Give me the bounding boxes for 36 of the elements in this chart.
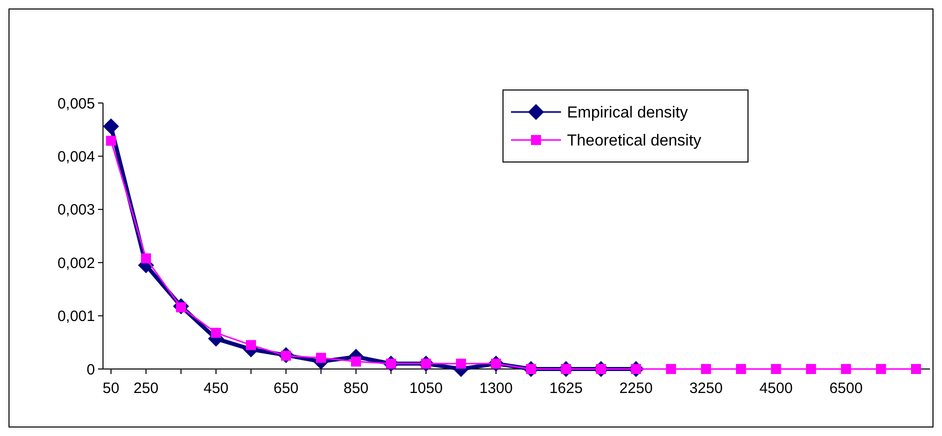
point — [701, 364, 711, 374]
point — [351, 356, 361, 367]
x-tick-label: 2250 — [619, 380, 653, 397]
x-tick-label: 450 — [203, 380, 229, 397]
point — [246, 340, 256, 350]
point — [141, 253, 151, 264]
x-tick-label: 650 — [273, 380, 299, 397]
x-tick-label: 850 — [343, 380, 369, 397]
y-tick-label: 0,004 — [57, 148, 95, 166]
point — [211, 328, 221, 338]
y-tick-label: 0,001 — [57, 308, 95, 326]
point — [911, 364, 921, 374]
point — [456, 358, 466, 369]
point — [841, 364, 851, 374]
y-tick-label: 0,003 — [57, 202, 95, 219]
point — [806, 364, 816, 374]
point — [876, 364, 886, 374]
point — [103, 118, 119, 134]
x-tick-label: 1050 — [409, 380, 443, 397]
point — [736, 364, 746, 374]
point — [316, 352, 326, 363]
y-tick-label: 0,002 — [57, 254, 95, 272]
x-tick-label: 250 — [133, 380, 159, 397]
point — [106, 136, 116, 146]
x-tick-label: 4500 — [759, 380, 793, 397]
y-tick-label: 0 — [86, 361, 95, 378]
x-tick-label: 3250 — [689, 380, 723, 397]
point — [771, 364, 781, 374]
legend-label: Empirical density — [567, 104, 688, 122]
x-tick-label: 1625 — [549, 380, 583, 397]
y-tick-label: 0,005 — [57, 95, 95, 112]
x-tick-label: 1300 — [479, 380, 513, 397]
x-tick-label: 50 — [102, 380, 120, 397]
x-tick-label: 6500 — [829, 380, 863, 397]
point — [666, 364, 676, 374]
legend-label: Theoretical density — [567, 132, 702, 150]
